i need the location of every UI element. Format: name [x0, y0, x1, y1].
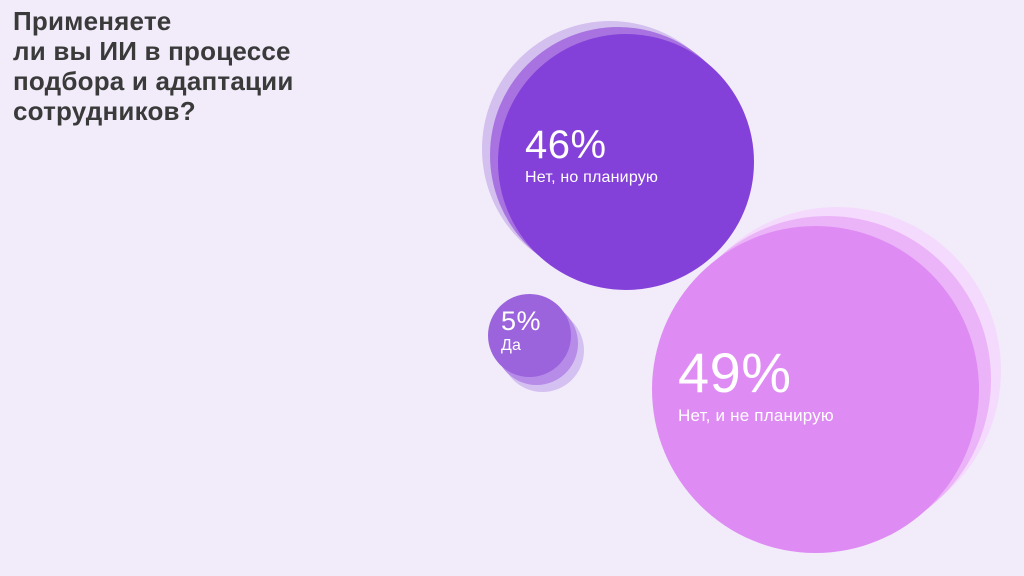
bubble-no-but-planning: 46% Нет, но планирую	[498, 34, 754, 290]
bubble-text-block: 49% Нет, и не планирую	[678, 344, 834, 426]
bubble-value: 5%	[501, 306, 542, 336]
bubble-label: Нет, и не планирую	[678, 406, 834, 425]
bubble-yes: 5% Да	[488, 294, 571, 377]
bubble-value: 49%	[678, 341, 792, 404]
bubble-text-block: 5% Да	[501, 307, 541, 355]
page-title: Применяете ли вы ИИ в процессе подбора и…	[13, 6, 294, 126]
bubble-label: Нет, но планирую	[525, 169, 659, 186]
bubble-label: Да	[501, 337, 522, 354]
bubble-text-block: 46% Нет, но планирую	[525, 124, 658, 187]
bubble-value: 46%	[525, 123, 607, 167]
bubble-no-and-not-planning: 49% Нет, и не планирую	[652, 226, 979, 553]
